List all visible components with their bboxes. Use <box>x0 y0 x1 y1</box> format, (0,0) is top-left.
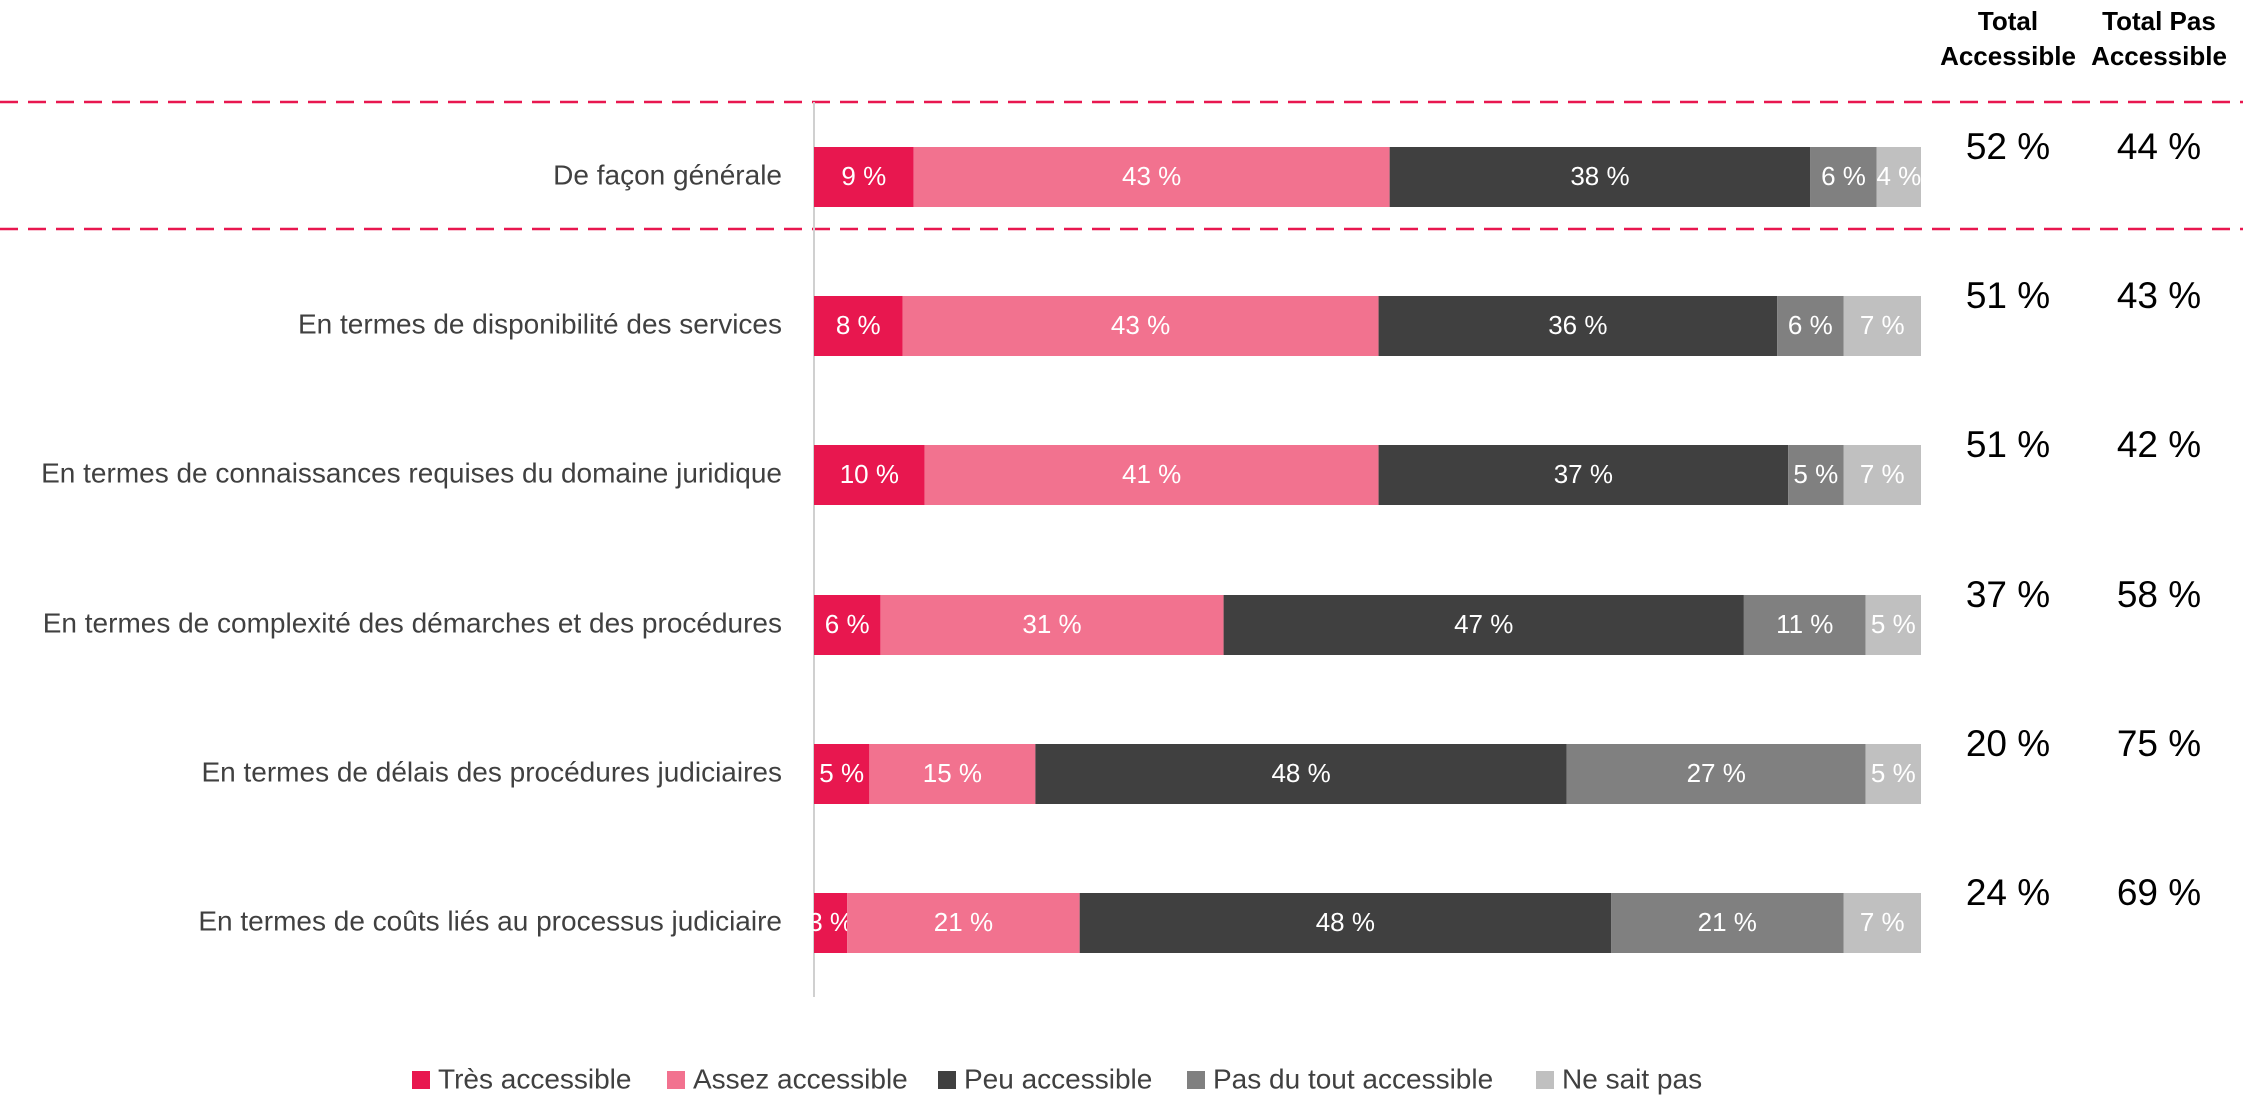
data-label: 38 % <box>1570 161 1629 191</box>
legend-label: Peu accessible <box>964 1063 1152 1094</box>
total-value: 75 % <box>2117 723 2201 764</box>
data-label: 7 % <box>1860 907 1905 937</box>
data-label: 48 % <box>1316 907 1375 937</box>
bar-segment <box>814 296 903 356</box>
legend-swatch <box>938 1071 956 1089</box>
bar-segment <box>880 595 1224 655</box>
data-label: 43 % <box>1122 161 1181 191</box>
category-label: En termes de coûts liés au processus jud… <box>198 905 782 936</box>
total-value: 20 % <box>1966 723 2050 764</box>
data-label: 9 % <box>841 161 886 191</box>
total-value: 58 % <box>2117 574 2201 615</box>
legend-label: Très accessible <box>438 1063 631 1094</box>
bar-segment <box>902 296 1379 356</box>
bar-segment <box>1611 893 1844 953</box>
bar-segment <box>1035 744 1567 804</box>
bar-segment <box>1378 296 1778 356</box>
data-label: 47 % <box>1454 609 1513 639</box>
total-value: 44 % <box>2117 126 2201 167</box>
data-label: 6 % <box>1821 161 1866 191</box>
legend-label: Pas du tout accessible <box>1213 1063 1493 1094</box>
bar-segment <box>1566 744 1866 804</box>
legend-swatch <box>1187 1071 1205 1089</box>
bar-segment <box>1865 744 1921 804</box>
bar-segment <box>1079 893 1612 953</box>
total-value: 69 % <box>2117 872 2201 913</box>
data-label: 48 % <box>1271 758 1330 788</box>
bar-segment <box>814 147 914 207</box>
bar-segment <box>814 893 848 953</box>
data-label: 8 % <box>836 310 881 340</box>
data-label: 7 % <box>1860 310 1905 340</box>
category-label: De façon générale <box>553 159 782 190</box>
data-label: 10 % <box>840 459 899 489</box>
data-label: 7 % <box>1860 459 1905 489</box>
bar-segment <box>814 445 925 505</box>
bar-segment <box>1843 296 1921 356</box>
data-label: 6 % <box>1788 310 1833 340</box>
data-label: 43 % <box>1111 310 1170 340</box>
bar-segment <box>869 744 1036 804</box>
category-label: En termes de connaissances requises du d… <box>41 457 782 488</box>
data-label: 3 % <box>808 907 853 937</box>
bar-segment <box>1865 595 1921 655</box>
category-label: En termes de délais des procédures judic… <box>201 756 782 787</box>
data-label: 15 % <box>923 758 982 788</box>
data-label: 5 % <box>1793 459 1838 489</box>
bar-segment <box>1810 147 1877 207</box>
data-label: 5 % <box>819 758 864 788</box>
bar-segment <box>1777 296 1844 356</box>
bar-segment <box>1378 445 1789 505</box>
legend-swatch <box>1536 1071 1554 1089</box>
bar-segment <box>1389 147 1811 207</box>
data-label: 21 % <box>934 907 993 937</box>
data-label: 5 % <box>1871 758 1916 788</box>
bar-segment <box>814 744 870 804</box>
legend-swatch <box>667 1071 685 1089</box>
column-header: Total Accessible <box>1940 6 2076 71</box>
bar-segment <box>847 893 1080 953</box>
total-value: 52 % <box>1966 126 2050 167</box>
bar-segment <box>1843 893 1921 953</box>
bar-segment <box>1223 595 1744 655</box>
data-label: 21 % <box>1698 907 1757 937</box>
data-label: 5 % <box>1871 609 1916 639</box>
total-value: 42 % <box>2117 424 2201 465</box>
total-value: 24 % <box>1966 872 2050 913</box>
category-label: En termes de complexité des démarches et… <box>43 607 782 638</box>
total-value: 37 % <box>1966 574 2050 615</box>
legend-label: Assez accessible <box>693 1063 908 1094</box>
bar-segment <box>913 147 1390 207</box>
data-label: 4 % <box>1876 161 1921 191</box>
data-label: 41 % <box>1122 459 1181 489</box>
bar-segment <box>1876 147 1921 207</box>
bar-segment <box>1788 445 1844 505</box>
bar-segment <box>1743 595 1866 655</box>
total-value: 43 % <box>2117 275 2201 316</box>
data-label: 31 % <box>1022 609 1081 639</box>
total-value: 51 % <box>1966 275 2050 316</box>
legend-label: Ne sait pas <box>1562 1063 1702 1094</box>
total-value: 51 % <box>1966 424 2050 465</box>
legend-swatch <box>412 1071 430 1089</box>
data-label: 36 % <box>1548 310 1607 340</box>
data-label: 11 % <box>1776 609 1833 639</box>
category-label: En termes de disponibilité des services <box>298 308 782 339</box>
bar-segment <box>814 595 881 655</box>
data-label: 27 % <box>1687 758 1746 788</box>
bar-segment <box>1843 445 1921 505</box>
data-label: 6 % <box>825 609 870 639</box>
data-label: 37 % <box>1554 459 1613 489</box>
column-header: Total Pas Accessible <box>2091 6 2227 71</box>
bar-segment <box>924 445 1379 505</box>
